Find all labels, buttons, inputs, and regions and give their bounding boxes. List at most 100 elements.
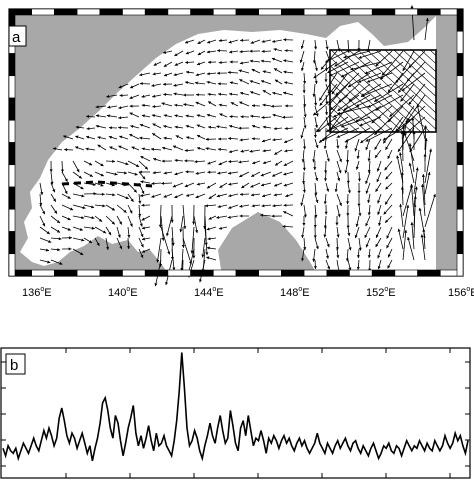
current-vector-head: [162, 82, 166, 86]
current-vector-head: [163, 114, 167, 118]
current-vector-head: [139, 170, 142, 174]
series-line: [2, 352, 469, 462]
current-vector-head: [404, 229, 408, 233]
current-vector-head: [339, 202, 342, 206]
current-vector-head: [133, 189, 137, 193]
current-vector-head: [365, 138, 369, 142]
current-vector-head: [347, 190, 351, 194]
frame-tick-top: [417, 8, 441, 16]
current-vector: [421, 184, 426, 217]
current-vector-head: [284, 149, 288, 153]
current-vector-head: [152, 104, 156, 109]
current-vector-head: [195, 230, 199, 234]
current-vector-head: [386, 235, 390, 239]
box-hatch-line: [348, 49, 437, 130]
current-vector-head: [283, 38, 287, 42]
current-vector-head: [150, 147, 154, 151]
current-vector-head: [52, 147, 56, 151]
current-vector-head: [315, 124, 319, 128]
current-vector-head: [274, 183, 278, 187]
current-vector-head: [185, 124, 189, 128]
lon-tick-label: 140oE: [108, 286, 138, 299]
current-vector-head: [260, 80, 265, 84]
current-vector-head: [303, 125, 307, 129]
current-vector-head: [216, 215, 220, 219]
current-vector-head: [345, 258, 349, 262]
current-vector-head: [186, 193, 190, 197]
frame-tick-bottom: [99, 269, 123, 277]
current-vector-head: [377, 266, 381, 270]
current-vector: [424, 172, 430, 195]
current-vector-head: [156, 259, 160, 263]
current-vector: [413, 186, 418, 206]
current-vector-head: [172, 267, 176, 271]
frame-tick-bottom: [281, 269, 305, 277]
frame-tick-top: [303, 8, 328, 16]
current-vector-head: [124, 171, 128, 175]
frame-tick-left: [8, 142, 16, 166]
current-vector-head: [141, 114, 145, 118]
current-vector-head: [326, 188, 330, 192]
current-vector-head: [219, 113, 223, 117]
current-vector-head: [130, 124, 134, 128]
current-vector-head: [250, 193, 254, 197]
current-vector-head: [401, 125, 405, 129]
current-vector-head: [272, 173, 276, 177]
current-vector-head: [302, 90, 306, 94]
current-vector-head: [196, 114, 200, 118]
current-vector-head: [64, 148, 68, 152]
current-vector-head: [385, 146, 389, 150]
current-vector-head: [240, 115, 244, 119]
current-vector: [350, 61, 382, 71]
current-vector-head: [206, 80, 210, 84]
current-vector-head: [118, 106, 122, 110]
current-vector-head: [97, 144, 101, 148]
current-vector-head: [240, 38, 244, 42]
current-vector: [334, 50, 360, 67]
current-vector-head: [402, 67, 406, 72]
current-vector-head: [365, 244, 369, 248]
box-hatch-line: [384, 49, 437, 97]
current-vector-head: [239, 214, 243, 218]
current-vector-head: [303, 214, 307, 218]
current-vector-head: [427, 172, 431, 176]
current-vector-head: [320, 66, 324, 70]
study-box: [329, 49, 437, 133]
current-vector-head: [119, 135, 123, 139]
box-hatch-line: [357, 49, 437, 122]
current-vector-head: [53, 198, 56, 202]
current-vector: [395, 116, 415, 132]
current-vector-head: [152, 123, 156, 127]
current-vector-head: [194, 81, 198, 85]
current-vector-head: [271, 214, 275, 218]
current-vector-head: [283, 70, 287, 74]
current-vector-head: [118, 85, 122, 89]
current-vector-head: [315, 246, 319, 250]
current-vector-head: [283, 59, 287, 63]
current-vector-head: [205, 252, 209, 256]
current-vector-head: [217, 205, 221, 209]
current-vector-head: [161, 102, 165, 106]
current-vector-head: [201, 254, 205, 258]
current-vector-head: [60, 169, 64, 173]
current-vector-head: [302, 167, 306, 171]
current-vector-head: [195, 101, 199, 105]
current-vector-head: [365, 223, 369, 227]
current-vector-head: [151, 194, 155, 198]
current-vector-head: [367, 199, 371, 204]
current-vector-head: [284, 81, 288, 85]
current-vector-head: [240, 91, 244, 95]
current-vector-head: [129, 210, 133, 214]
current-vector-head: [381, 72, 385, 76]
current-vector-head: [357, 178, 361, 182]
current-vector-head: [355, 166, 359, 170]
current-vector-head: [285, 194, 289, 198]
frame-tick-top: [213, 8, 237, 16]
current-vector-head: [375, 154, 378, 158]
current-vector-head: [228, 182, 232, 186]
current-vector-head: [107, 105, 111, 109]
current-vector-head: [166, 233, 169, 237]
current-vector-head: [163, 124, 167, 128]
frame-tick-top: [144, 8, 169, 16]
current-vector-head: [382, 137, 387, 141]
